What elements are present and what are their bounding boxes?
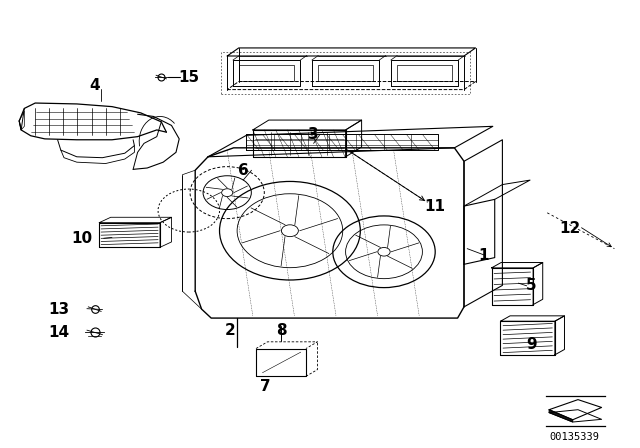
Text: 13: 13 — [48, 302, 70, 317]
Text: 10: 10 — [71, 231, 93, 246]
Text: 1: 1 — [478, 248, 488, 263]
Text: 6: 6 — [238, 163, 248, 178]
Text: 15: 15 — [178, 69, 200, 85]
Text: 14: 14 — [48, 325, 70, 340]
Text: 11: 11 — [425, 198, 445, 214]
Text: 5: 5 — [526, 278, 536, 293]
Polygon shape — [549, 409, 573, 422]
Text: 9: 9 — [526, 337, 536, 353]
Text: 2: 2 — [225, 323, 236, 338]
Text: 7: 7 — [260, 379, 271, 394]
Text: 4: 4 — [90, 78, 100, 93]
Text: 8: 8 — [276, 323, 287, 338]
Text: 3: 3 — [308, 127, 319, 142]
Text: 00135339: 00135339 — [549, 432, 599, 442]
Text: 12: 12 — [559, 221, 580, 236]
